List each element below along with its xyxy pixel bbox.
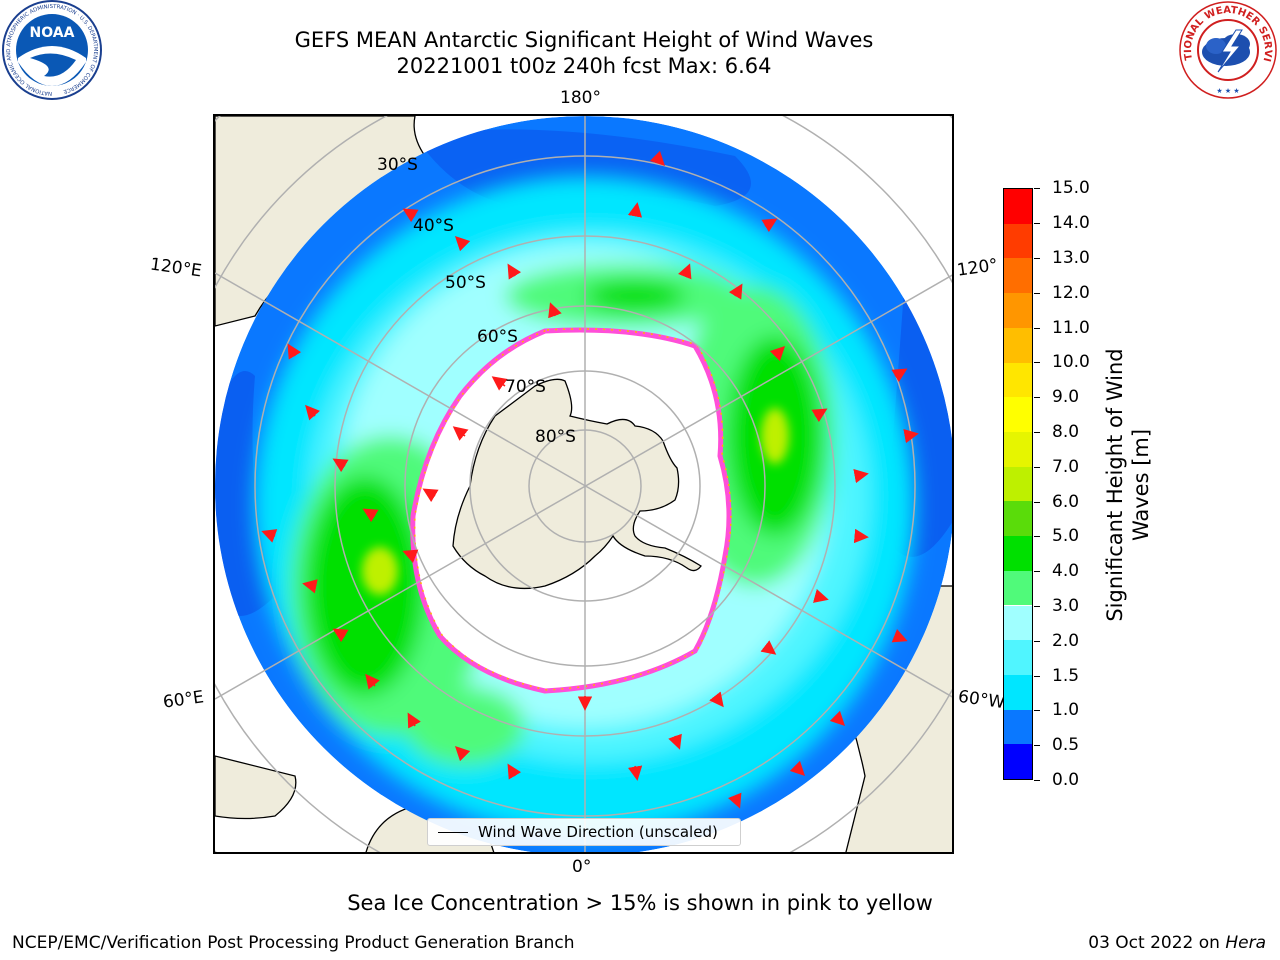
colorbar-tick — [1034, 745, 1040, 746]
colorbar-tick — [1034, 397, 1040, 398]
lon-label-120w: 120° — [955, 255, 1000, 281]
lon-label-120e: 120°E — [148, 254, 203, 282]
colorbar-tick — [1034, 606, 1040, 607]
colorbar-segment — [1004, 293, 1032, 328]
colorbar-segment — [1004, 327, 1032, 363]
lat-label-40s: 40°S — [413, 216, 454, 236]
colorbar-segment — [1004, 674, 1032, 710]
legend-line-swatch — [438, 832, 468, 833]
lon-label-180: 180° — [560, 88, 601, 108]
colorbar-tick — [1034, 223, 1040, 224]
colorbar-tick — [1034, 710, 1040, 711]
colorbar-tick-label: 8.0 — [1052, 422, 1080, 442]
colorbar-tick — [1034, 676, 1040, 677]
colorbar-title-line-2: Waves [m] — [1129, 428, 1153, 542]
chart-title-line-1: GEFS MEAN Antarctic Significant Height o… — [294, 28, 874, 52]
colorbar-segment — [1004, 223, 1032, 259]
graticule — [215, 116, 952, 852]
colorbar-tick-label: 12.0 — [1052, 283, 1090, 303]
noaa-logo: NOAA NATIONAL OCEANIC AND ATMOSPHERIC AD… — [0, 0, 104, 100]
nws-logo: NATIONAL WEATHER SERVICE ★ ★ ★ — [1172, 0, 1280, 100]
colorbar-tick-label: 6.0 — [1052, 492, 1080, 512]
footer-producer: NCEP/EMC/Verification Post Processing Pr… — [12, 933, 575, 953]
lon-label-60w: 60°W — [956, 686, 1007, 714]
colorbar-title-line-1: Significant Height of Wind — [1103, 348, 1127, 622]
colorbar-segment — [1004, 536, 1032, 571]
colorbar-tick-label: 9.0 — [1052, 387, 1080, 407]
colorbar — [1003, 188, 1033, 780]
colorbar-tick — [1034, 258, 1040, 259]
colorbar-tick-label: 14.0 — [1052, 213, 1090, 233]
colorbar-tick-label: 0.5 — [1052, 735, 1080, 755]
colorbar-segment — [1004, 362, 1032, 398]
footer-date-text: 03 Oct 2022 on — [1088, 933, 1226, 953]
colorbar-segment — [1004, 709, 1032, 745]
wind-wave-vectors — [261, 150, 919, 809]
land-africa-madagascar — [215, 755, 297, 820]
polar-map: 30°S 40°S 50°S 60°S 70°S 80°S — [215, 116, 952, 852]
chart-title-line-2: 20221001 t00z 240h fcst Max: 6.64 — [396, 54, 772, 78]
colorbar-tick — [1034, 188, 1040, 189]
footer-date: 03 Oct 2022 on Hera — [1088, 933, 1266, 953]
colorbar-segment — [1004, 397, 1032, 432]
colorbar-tick-label: 4.0 — [1052, 561, 1080, 581]
colorbar-segment — [1004, 501, 1032, 537]
lon-label-60e: 60°E — [161, 687, 206, 713]
footer-machine: Hera — [1225, 933, 1266, 953]
noaa-logo-text: NOAA — [30, 25, 75, 41]
colorbar-tick-label: 3.0 — [1052, 596, 1080, 616]
lat-label-50s: 50°S — [445, 273, 486, 293]
colorbar-tick-label: 1.5 — [1052, 666, 1080, 686]
colorbar-segment — [1004, 258, 1032, 294]
colorbar-tick — [1034, 780, 1040, 781]
colorbar-tick — [1034, 502, 1040, 503]
land-antarctica — [452, 378, 702, 590]
colorbar-tick-label: 5.0 — [1052, 526, 1080, 546]
colorbar-tick — [1034, 293, 1040, 294]
vector-legend: Wind Wave Direction (unscaled) — [427, 818, 741, 846]
legend-label: Wind Wave Direction (unscaled) — [478, 823, 718, 841]
colorbar-segment — [1004, 605, 1032, 641]
colorbar-tick-label: 0.0 — [1052, 770, 1080, 790]
colorbar-tick — [1034, 432, 1040, 433]
colorbar-segment — [1004, 570, 1032, 606]
colorbar-segment — [1004, 431, 1032, 467]
colorbar-tick — [1034, 641, 1040, 642]
lon-label-0: 0° — [572, 857, 592, 877]
sea-ice-caption: Sea Ice Concentration > 15% is shown in … — [347, 891, 933, 915]
colorbar-tick — [1034, 328, 1040, 329]
colorbar-tick-label: 11.0 — [1052, 318, 1090, 338]
colorbar-segment — [1004, 640, 1032, 675]
svg-text:★ ★ ★: ★ ★ ★ — [1216, 87, 1239, 95]
colorbar-segment — [1004, 466, 1032, 502]
lat-label-60s: 60°S — [477, 327, 518, 347]
colorbar-tick-label: 10.0 — [1052, 352, 1090, 372]
colorbar-tick — [1034, 536, 1040, 537]
colorbar-tick-label: 7.0 — [1052, 457, 1080, 477]
colorbar-tick-label: 13.0 — [1052, 248, 1090, 268]
colorbar-tick — [1034, 362, 1040, 363]
lat-label-30s: 30°S — [377, 155, 418, 175]
lat-label-70s: 70°S — [505, 377, 546, 397]
colorbar-tick-label: 15.0 — [1052, 178, 1090, 198]
colorbar-tick-label: 2.0 — [1052, 631, 1080, 651]
colorbar-segment — [1004, 744, 1032, 779]
colorbar-segment — [1004, 189, 1032, 224]
colorbar-tick — [1034, 571, 1040, 572]
colorbar-tick-label: 1.0 — [1052, 700, 1080, 720]
map-panel: 30°S 40°S 50°S 60°S 70°S 80°S — [213, 114, 954, 854]
lat-label-80s: 80°S — [535, 427, 576, 447]
colorbar-tick — [1034, 467, 1040, 468]
